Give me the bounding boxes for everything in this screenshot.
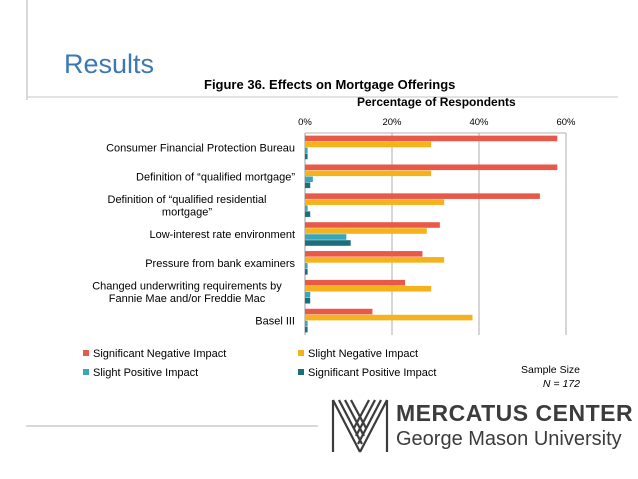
sample-size-label: Sample Size [521,364,580,376]
category-label: Low-interest rate environment [149,229,295,241]
bar [305,147,308,154]
bar [305,279,406,286]
category-label: Consumer Financial Protection Bureau [106,142,295,154]
category-label: Definition of “qualified residential mort… [108,194,267,219]
bar [305,251,423,257]
logo-line-2: George Mason University [396,428,622,450]
bar [305,211,311,217]
bar [305,176,313,183]
category-label: Definition of “qualified mortgage” [136,171,295,183]
bar [305,297,311,304]
legend-label: Slight Positive Impact [93,367,198,379]
category-label-line: Changed underwriting requirements by [92,280,282,292]
x-axis-title: Percentage of Respondents [357,95,516,109]
mercatus-logo-icon [331,399,389,453]
bar [305,308,373,315]
chart-title: Figure 36. Effects on Mortgage Offerings [204,77,456,92]
bar [305,170,432,177]
legend-label: Significant Negative Impact [93,348,226,360]
x-tick-label: 20% [382,117,402,128]
slide-bottom-rule [26,425,318,427]
legend-label: Slight Negative Impact [308,348,418,360]
legend-label: Significant Positive Impact [308,367,436,379]
legend-swatch [298,350,304,356]
bar [305,222,440,228]
bar [305,199,445,205]
bar [305,285,432,292]
bar [305,234,347,240]
bar [305,153,308,160]
category-label: Changed underwriting requirements by Fann… [92,280,282,305]
sample-size-note: Sample Size N = 172 [505,363,580,391]
bar [305,205,308,211]
bar [305,320,308,327]
slide-title-rule [28,96,618,98]
category-label: Basel III [255,316,295,328]
category-label-line: Definition of “qualified residential [108,194,267,206]
slide-title: Results [64,49,155,79]
bar [305,326,308,333]
bar [305,257,445,263]
bar [305,141,432,148]
legend-swatch [83,350,89,356]
x-tick-label: 40% [469,117,489,128]
legend-swatch [83,369,89,375]
category-label-line: Fannie Mae and/or Freddie Mac [109,293,266,305]
bar [305,269,308,275]
logo-line-1: MERCATUS CENTER [396,400,634,426]
bar [305,263,308,269]
sample-size-value: N = 172 [542,378,580,390]
bar [305,164,558,171]
legend-swatch [298,369,304,375]
bar [305,182,311,189]
category-label-line: mortgage” [162,206,212,218]
bar [305,314,473,321]
bar [305,240,351,246]
x-tick-label: 60% [556,117,576,128]
slide-left-rule [26,0,28,100]
bar [305,193,540,199]
bar [305,228,427,234]
bar [305,135,558,142]
x-tick-label: 0% [298,117,312,128]
category-label: Pressure from bank examiners [145,258,295,270]
bar [305,291,311,298]
